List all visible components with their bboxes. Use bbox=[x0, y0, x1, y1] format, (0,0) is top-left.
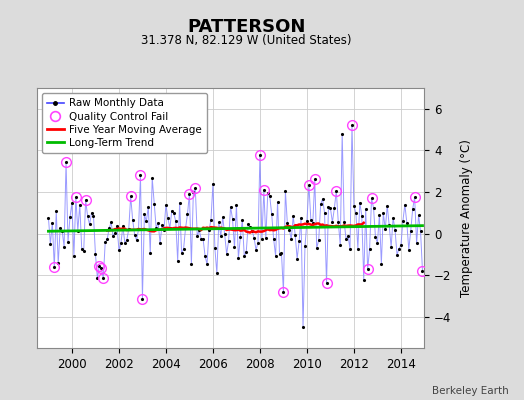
Text: PATTERSON: PATTERSON bbox=[187, 18, 305, 36]
Text: 31.378 N, 82.129 W (United States): 31.378 N, 82.129 W (United States) bbox=[141, 34, 352, 47]
Text: Berkeley Earth: Berkeley Earth bbox=[432, 386, 508, 396]
Legend: Raw Monthly Data, Quality Control Fail, Five Year Moving Average, Long-Term Tren: Raw Monthly Data, Quality Control Fail, … bbox=[42, 93, 207, 153]
Y-axis label: Temperature Anomaly (°C): Temperature Anomaly (°C) bbox=[460, 139, 473, 297]
